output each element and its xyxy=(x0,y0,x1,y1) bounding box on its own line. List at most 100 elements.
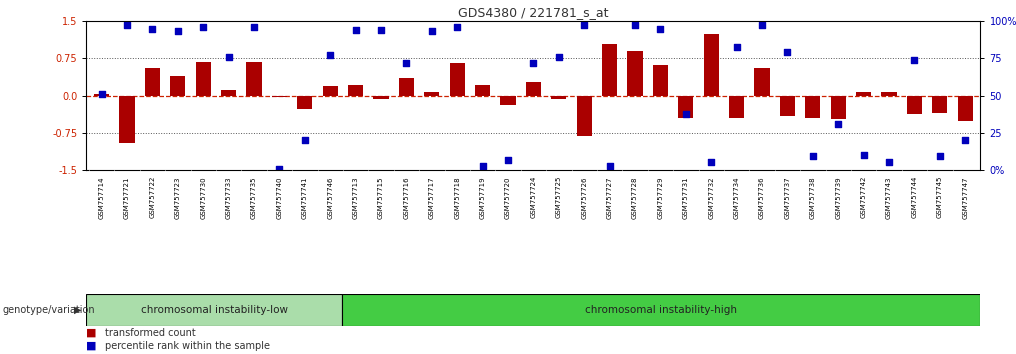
Text: ▶: ▶ xyxy=(74,305,81,315)
Text: GSM757737: GSM757737 xyxy=(784,176,790,219)
Point xyxy=(881,160,897,165)
Bar xyxy=(855,92,871,96)
Bar xyxy=(805,96,820,118)
Text: GSM757729: GSM757729 xyxy=(657,176,663,219)
Point xyxy=(678,112,694,117)
Point xyxy=(779,49,796,55)
Bar xyxy=(576,96,591,136)
Point xyxy=(322,52,338,58)
Point xyxy=(347,27,364,33)
Text: GSM757744: GSM757744 xyxy=(911,176,917,218)
Point xyxy=(271,166,288,172)
Point xyxy=(246,24,262,30)
Text: GSM757724: GSM757724 xyxy=(530,176,536,218)
Point xyxy=(424,28,440,34)
Point xyxy=(652,26,669,32)
Point xyxy=(703,160,719,165)
Text: GSM757727: GSM757727 xyxy=(607,176,613,219)
Bar xyxy=(195,62,210,96)
Point xyxy=(830,121,846,127)
Point xyxy=(576,22,592,28)
Bar xyxy=(144,68,160,96)
Text: GSM757726: GSM757726 xyxy=(581,176,587,219)
Text: GSM757739: GSM757739 xyxy=(835,176,841,219)
Point xyxy=(754,22,770,28)
Point xyxy=(906,57,923,63)
Text: GSM757719: GSM757719 xyxy=(480,176,486,219)
Point xyxy=(601,163,618,169)
Bar xyxy=(246,62,261,96)
Point xyxy=(119,22,135,28)
Point xyxy=(373,27,389,33)
Text: GSM757736: GSM757736 xyxy=(759,176,765,219)
Text: GSM757742: GSM757742 xyxy=(861,176,867,218)
Text: ■: ■ xyxy=(86,341,97,351)
Bar xyxy=(933,96,947,113)
Point xyxy=(805,153,821,159)
Bar xyxy=(678,96,693,118)
Text: GSM757733: GSM757733 xyxy=(226,176,232,219)
Text: GSM757743: GSM757743 xyxy=(886,176,892,219)
Text: GSM757713: GSM757713 xyxy=(353,176,359,219)
Text: chromosomal instability-low: chromosomal instability-low xyxy=(140,305,288,315)
Bar xyxy=(703,34,718,96)
Bar xyxy=(957,96,972,121)
Text: GSM757746: GSM757746 xyxy=(327,176,333,219)
Point xyxy=(297,137,313,143)
Text: ■: ■ xyxy=(86,328,97,338)
Bar xyxy=(322,86,337,96)
Text: GSM757741: GSM757741 xyxy=(302,176,308,219)
Text: GSM757723: GSM757723 xyxy=(175,176,181,219)
Bar xyxy=(500,96,515,104)
Point xyxy=(957,137,973,143)
Point xyxy=(525,61,542,66)
Text: GSM757717: GSM757717 xyxy=(429,176,435,219)
Point xyxy=(500,157,516,163)
Point xyxy=(195,24,211,30)
Title: GDS4380 / 221781_s_at: GDS4380 / 221781_s_at xyxy=(458,6,609,19)
Bar xyxy=(449,63,464,96)
Bar xyxy=(906,96,922,114)
Bar xyxy=(297,96,312,109)
FancyBboxPatch shape xyxy=(341,294,980,326)
Point xyxy=(93,91,110,97)
Point xyxy=(449,24,465,30)
Text: transformed count: transformed count xyxy=(105,328,195,338)
Bar xyxy=(627,51,642,96)
Text: GSM757747: GSM757747 xyxy=(962,176,968,219)
Text: GSM757725: GSM757725 xyxy=(556,176,562,218)
Text: GSM757730: GSM757730 xyxy=(200,176,206,219)
Text: GSM757722: GSM757722 xyxy=(149,176,155,218)
Text: chromosomal instability-high: chromosomal instability-high xyxy=(585,305,738,315)
Bar xyxy=(601,44,617,96)
Point xyxy=(398,61,415,66)
Text: GSM757738: GSM757738 xyxy=(810,176,816,219)
Text: GSM757735: GSM757735 xyxy=(251,176,257,219)
Point xyxy=(932,153,948,159)
Bar xyxy=(551,96,566,99)
Bar xyxy=(347,85,363,96)
Point xyxy=(551,54,567,60)
Bar xyxy=(424,92,439,96)
Bar xyxy=(728,96,744,118)
Text: GSM757714: GSM757714 xyxy=(99,176,105,219)
Point xyxy=(170,28,186,34)
Bar xyxy=(881,92,896,96)
Point xyxy=(855,152,872,158)
Bar xyxy=(170,76,185,96)
Point xyxy=(728,44,745,50)
Text: GSM757715: GSM757715 xyxy=(378,176,384,219)
Text: GSM757721: GSM757721 xyxy=(124,176,130,219)
Point xyxy=(474,163,491,169)
Text: GSM757734: GSM757734 xyxy=(734,176,740,219)
Text: percentile rank within the sample: percentile rank within the sample xyxy=(105,341,269,351)
Bar xyxy=(398,78,414,96)
Text: GSM757728: GSM757728 xyxy=(632,176,638,219)
Text: GSM757732: GSM757732 xyxy=(708,176,714,219)
Text: GSM757716: GSM757716 xyxy=(403,176,409,219)
Point xyxy=(627,22,643,28)
Bar xyxy=(779,96,795,116)
Text: GSM757740: GSM757740 xyxy=(276,176,282,219)
Bar xyxy=(830,96,845,119)
Point xyxy=(144,26,161,32)
